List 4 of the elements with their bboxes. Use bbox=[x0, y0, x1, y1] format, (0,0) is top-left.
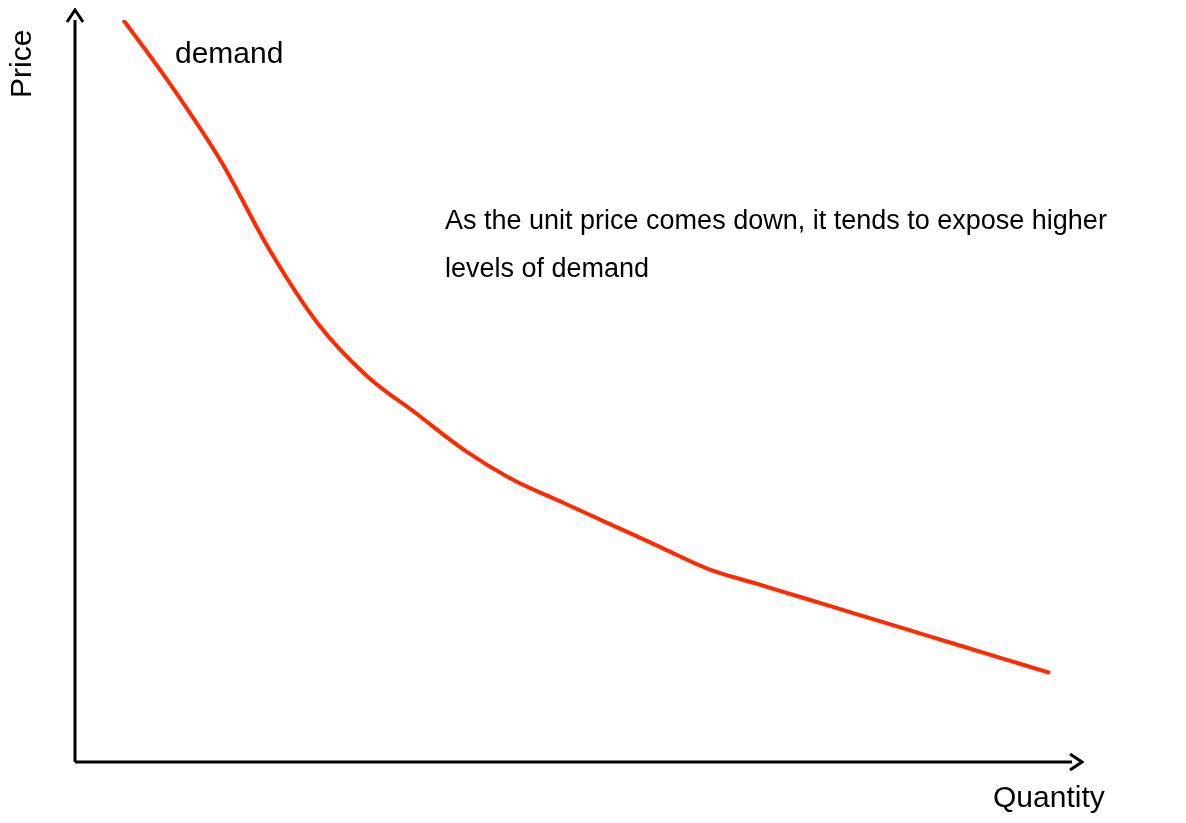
x-axis-title: Quantity bbox=[993, 780, 1105, 814]
series-label: demand bbox=[175, 36, 284, 70]
y-axis-title: Price bbox=[4, 29, 38, 98]
annotation: As the unit price comes down, it tends to expose higher levels of demand bbox=[445, 204, 1108, 285]
